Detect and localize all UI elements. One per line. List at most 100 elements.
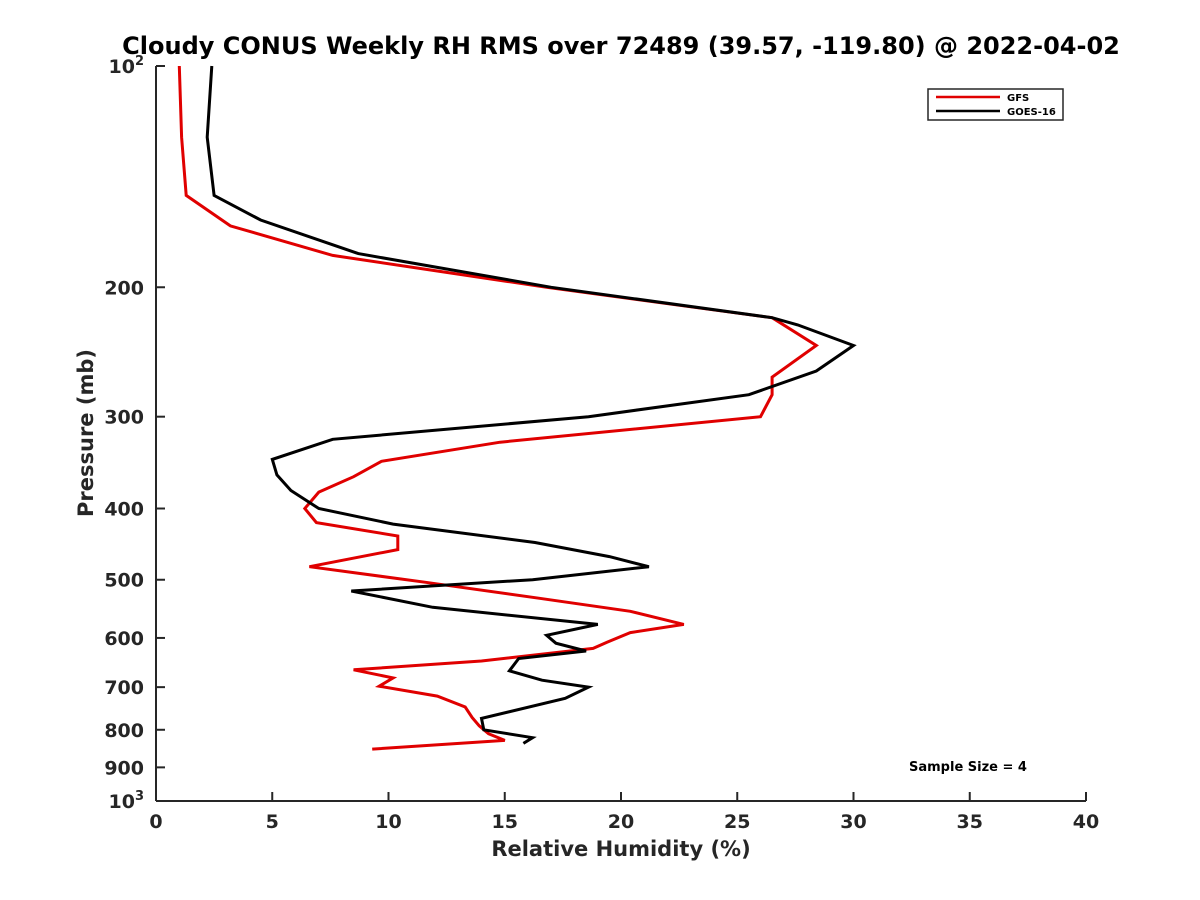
- data-point-gfs: [185, 194, 188, 197]
- x-tick-label: 30: [840, 811, 866, 833]
- data-point-gfs: [352, 668, 355, 671]
- data-point-gfs: [396, 535, 399, 538]
- data-point-gfs: [682, 623, 685, 626]
- data-point-gfs: [331, 254, 334, 257]
- data-point-gfs: [315, 521, 318, 524]
- data-point-gfs: [436, 695, 439, 698]
- data-point-gfs: [424, 581, 427, 584]
- y-tick-label: 700: [104, 677, 144, 699]
- data-point-gfs: [396, 548, 399, 551]
- data-point-goes16: [596, 623, 599, 626]
- data-point-gfs: [471, 716, 474, 719]
- data-point-goes16: [213, 194, 216, 197]
- data-point-goes16: [275, 473, 278, 476]
- data-point-goes16: [771, 316, 774, 319]
- data-point-goes16: [587, 415, 590, 418]
- data-point-goes16: [350, 590, 353, 593]
- data-point-goes16: [608, 555, 611, 558]
- legend-label-gfs: GFS: [1007, 93, 1029, 104]
- y-tick-label: 300: [104, 407, 144, 429]
- data-point-goes16: [259, 219, 262, 222]
- data-point-goes16: [531, 578, 534, 581]
- data-point-goes16: [852, 344, 855, 347]
- data-point-goes16: [747, 393, 750, 396]
- y-axis-ticks: 102 200 300 400 500 600 700 800 900 103: [104, 54, 165, 813]
- series-line-goes16: [205, 65, 857, 745]
- data-point-goes16: [289, 489, 292, 492]
- x-axis-label: Relative Humidity (%): [491, 837, 750, 861]
- data-point-goes16: [585, 650, 588, 653]
- data-point-gfs: [303, 507, 306, 510]
- legend-label-goes16: GOES-16: [1007, 107, 1056, 118]
- data-point-goes16: [647, 565, 650, 568]
- y-axis-label: Pressure (mb): [74, 349, 98, 517]
- data-point-goes16: [517, 657, 520, 660]
- data-point-gfs: [771, 376, 774, 379]
- data-point-goes16: [210, 65, 213, 68]
- data-point-gfs: [478, 724, 481, 727]
- y-tick-label: 800: [104, 720, 144, 742]
- data-point-gfs: [629, 610, 632, 613]
- data-point-gfs: [378, 685, 381, 688]
- x-tick-label: 0: [149, 811, 162, 833]
- data-point-goes16: [545, 634, 548, 637]
- x-tick-label: 25: [724, 811, 750, 833]
- data-point-goes16: [508, 669, 511, 672]
- data-point-gfs: [229, 224, 232, 227]
- x-tick-label: 5: [266, 811, 279, 833]
- x-tick-label: 10: [375, 811, 401, 833]
- data-point-goes16: [317, 507, 320, 510]
- sample-size-annotation: Sample Size = 4: [909, 760, 1027, 775]
- chart-title: Cloudy CONUS Weekly RH RMS over 72489 (3…: [122, 32, 1120, 60]
- y-tick-label: 102: [109, 54, 145, 78]
- data-point-goes16: [541, 679, 544, 682]
- data-point-gfs: [487, 732, 490, 735]
- data-point-gfs: [592, 647, 595, 650]
- data-point-gfs: [178, 65, 181, 68]
- data-point-gfs: [759, 415, 762, 418]
- data-point-goes16: [271, 458, 274, 461]
- x-tick-label: 35: [957, 811, 983, 833]
- data-point-gfs: [771, 393, 774, 396]
- data-point-gfs: [815, 344, 818, 347]
- data-point-gfs: [317, 491, 320, 494]
- data-point-goes16: [206, 136, 209, 139]
- data-point-gfs: [308, 565, 311, 568]
- data-point-gfs: [180, 136, 183, 139]
- data-point-gfs: [480, 660, 483, 663]
- data-point-gfs: [538, 597, 541, 600]
- y-tick-label: 900: [104, 757, 144, 779]
- data-point-gfs: [352, 475, 355, 478]
- data-point-gfs: [503, 739, 506, 742]
- data-point-gfs: [380, 460, 383, 463]
- x-axis-ticks: 0 5 10 15 20 25 30 35 40: [149, 792, 1099, 833]
- x-tick-label: 15: [492, 811, 518, 833]
- data-point-goes16: [357, 252, 360, 255]
- data-point-gfs: [499, 441, 502, 444]
- data-point-gfs: [606, 641, 609, 644]
- data-point-gfs: [392, 676, 395, 679]
- series-layer: [177, 65, 857, 751]
- y-tick-label: 500: [104, 570, 144, 592]
- data-point-goes16: [564, 697, 567, 700]
- data-point-goes16: [550, 286, 553, 289]
- data-point-goes16: [815, 370, 818, 373]
- y-tick-label: 600: [104, 628, 144, 650]
- data-point-goes16: [587, 686, 590, 689]
- data-point-gfs: [464, 706, 467, 709]
- x-tick-label: 40: [1073, 811, 1099, 833]
- data-point-gfs: [371, 748, 374, 751]
- legend-box: [927, 88, 1064, 121]
- data-point-goes16: [431, 606, 434, 609]
- data-point-goes16: [531, 736, 534, 739]
- y-tick-label: 400: [104, 499, 144, 521]
- data-point-goes16: [554, 642, 557, 645]
- data-point-goes16: [331, 438, 334, 441]
- data-point-goes16: [392, 523, 395, 526]
- data-point-goes16: [522, 742, 525, 745]
- y-tick-label: 103: [109, 789, 145, 813]
- data-point-goes16: [480, 717, 483, 720]
- x-tick-label: 20: [608, 811, 634, 833]
